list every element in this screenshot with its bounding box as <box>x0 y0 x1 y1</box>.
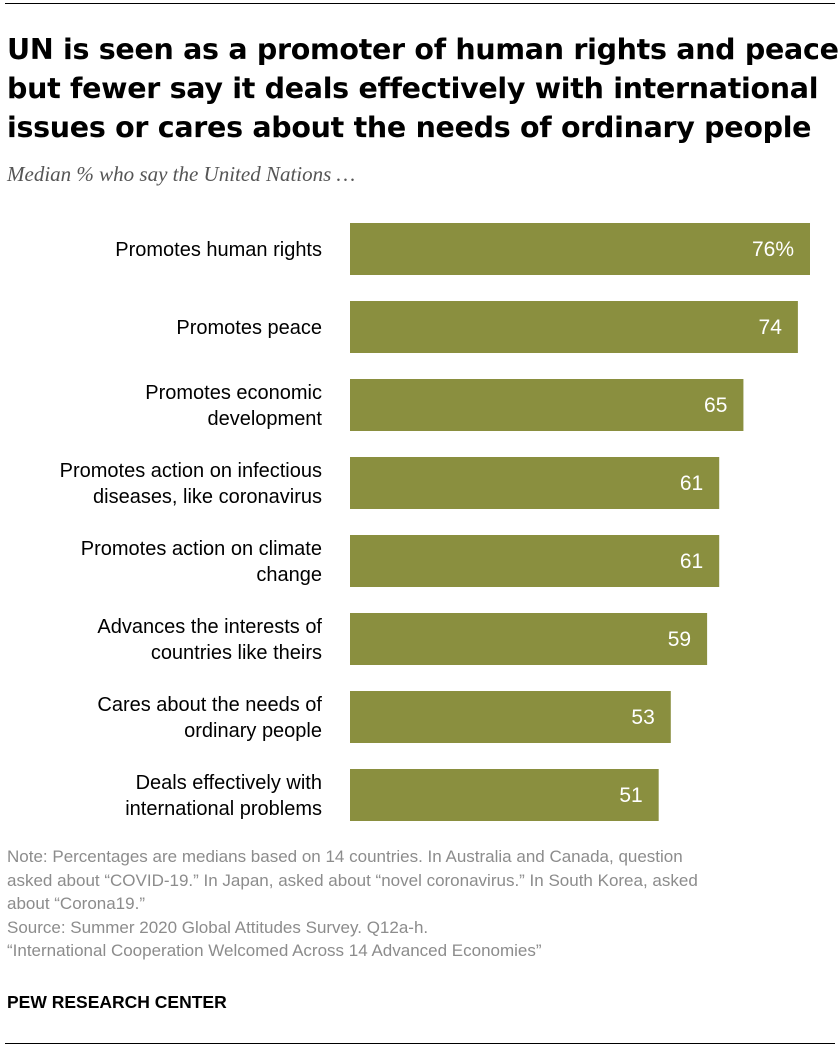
chart-subtitle: Median % who say the United Nations … <box>7 162 356 186</box>
title-line: but fewer say it deals effectively with … <box>7 72 819 105</box>
category-label: change <box>256 564 322 586</box>
title-line: UN is seen as a promoter of human rights… <box>7 33 840 66</box>
bar <box>350 301 798 353</box>
report-title-line: “International Cooperation Welcomed Acro… <box>7 941 542 960</box>
data-label: 59 <box>668 628 691 651</box>
bar <box>350 613 708 665</box>
note-line: asked about “COVID-19.” In Japan, asked … <box>7 870 698 890</box>
data-label: 74 <box>759 316 783 339</box>
brand-logo-text: PEW RESEARCH CENTER <box>7 992 227 1012</box>
category-label: Promotes action on infectious <box>60 460 322 482</box>
bar <box>350 691 671 743</box>
title-line: issues or cares about the needs of ordin… <box>7 111 812 144</box>
category-label: ordinary people <box>184 720 322 742</box>
category-label: development <box>207 408 322 430</box>
data-label: 61 <box>680 550 703 573</box>
category-label: international problems <box>125 798 322 820</box>
category-label: diseases, like coronavirus <box>93 486 322 508</box>
bar <box>350 769 659 821</box>
bar <box>350 379 744 431</box>
bar <box>350 457 720 509</box>
bar-chart: 76% Promotes human rights 74 Promotes peace… <box>60 223 810 821</box>
chart-notes: Note: Percentages are medians based on 1… <box>7 845 835 963</box>
data-label: 53 <box>631 706 654 729</box>
category-label: Promotes human rights <box>115 239 322 261</box>
data-label: 76% <box>752 238 794 261</box>
source-line: Source: Summer 2020 Global Attitudes Sur… <box>7 917 429 937</box>
data-label: 51 <box>619 784 642 807</box>
category-label: Deals effectively with <box>136 772 322 794</box>
category-label: countries like theirs <box>151 642 322 664</box>
chart-title: UN is seen as a promoter of human rights… <box>7 30 840 147</box>
category-label: Cares about the needs of <box>97 694 322 716</box>
bar <box>350 535 720 587</box>
top-rule <box>5 3 835 4</box>
data-label: 61 <box>680 472 703 495</box>
bottom-rule <box>5 1043 835 1044</box>
category-label: Promotes action on climate <box>81 538 322 560</box>
category-label: Promotes economic <box>145 382 322 404</box>
category-label: Advances the interests of <box>97 616 322 638</box>
data-label: 65 <box>704 394 727 417</box>
category-label: Promotes peace <box>176 317 322 339</box>
bar <box>350 223 810 275</box>
note-line: about “Corona19.” <box>7 894 145 913</box>
note-line: Note: Percentages are medians based on 1… <box>7 847 683 866</box>
